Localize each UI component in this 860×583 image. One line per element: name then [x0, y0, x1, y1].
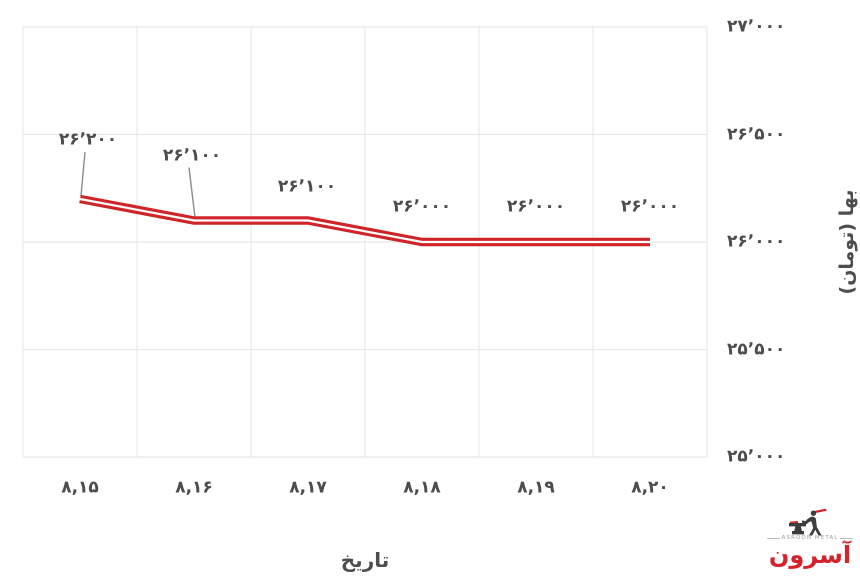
smith-shape: [801, 510, 822, 536]
data-label-leader-line: [80, 151, 86, 197]
logo-asroon: ASROON METAL آسرون: [762, 508, 858, 568]
hot-iron-shape: [814, 508, 827, 514]
price-series: [79, 194, 650, 247]
anvil-shape: [789, 523, 806, 535]
y-axis-title: بها (تومان): [836, 189, 858, 295]
data-label-leader-line: [188, 167, 196, 218]
logo-caption-row: ASROON METAL: [767, 535, 853, 542]
blacksmith-anvil-icon: [789, 508, 827, 536]
caption-rule-right: [840, 537, 853, 539]
x-axis-title: تاریخ: [340, 548, 390, 572]
anvil-red-glow: [790, 521, 798, 524]
caption-rule-left: [767, 537, 780, 539]
logo-wordmark: آسرون: [768, 540, 852, 569]
leader-lines: [80, 151, 196, 218]
price-line-stripe: [79, 197, 650, 244]
logo-caption: ASROON METAL: [781, 535, 839, 541]
